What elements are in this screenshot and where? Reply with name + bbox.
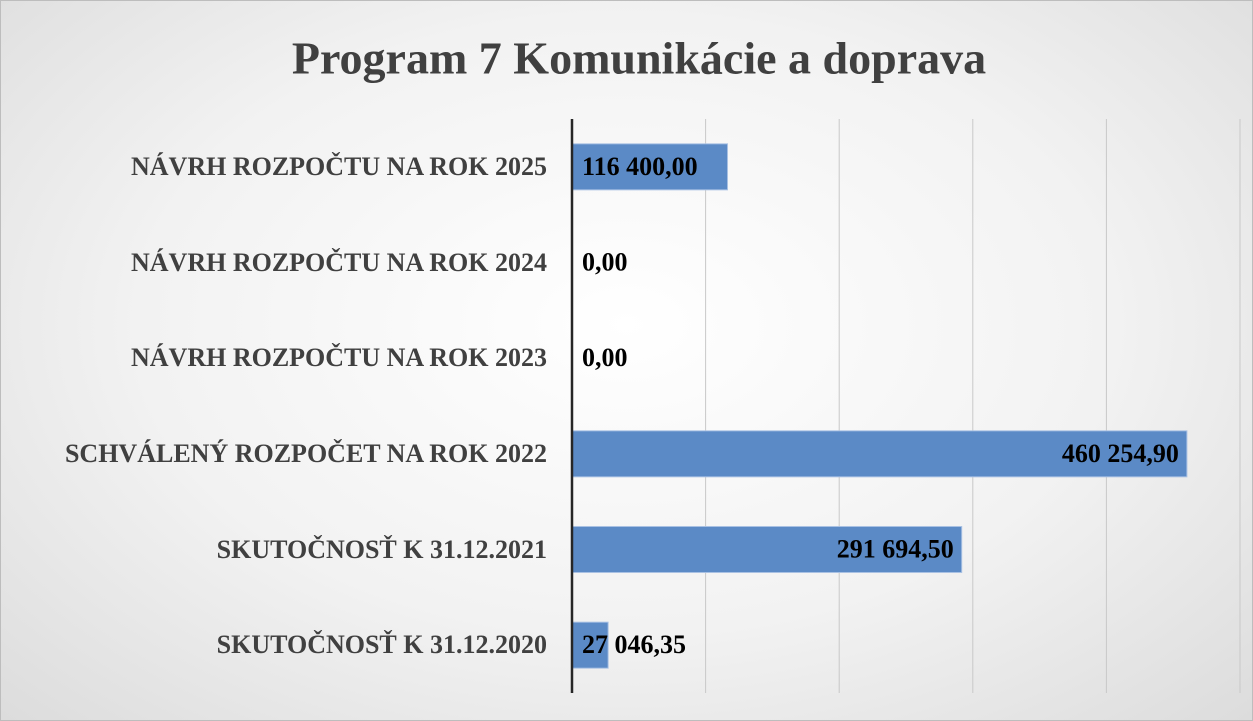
category-label: NÁVRH ROZPOČTU NA ROK 2025 — [17, 151, 547, 183]
category-label: SKUTOČNOSŤ K 31.12.2020 — [17, 629, 547, 661]
category-label: NÁVRH ROZPOČTU NA ROK 2023 — [17, 342, 547, 374]
data-label: 0,00 — [582, 343, 628, 372]
category-label: SCHVÁLENÝ ROZPOČET NA ROK 2022 — [17, 438, 547, 470]
data-label: 291 694,50 — [837, 534, 954, 563]
bar — [571, 430, 1188, 478]
category-text: SKUTOČNOSŤ K 31.12.2020 — [216, 630, 547, 660]
category-label: SKUTOČNOSŤ K 31.12.2021 — [17, 534, 547, 566]
chart-title: Program 7 Komunikácie a doprava — [292, 33, 986, 84]
category-text: NÁVRH ROZPOČTU NA ROK 2023 — [130, 343, 547, 373]
data-label: 116 400,00 — [582, 152, 698, 181]
category-text: SCHVÁLENÝ ROZPOČET NA ROK 2022 — [64, 438, 547, 468]
bar — [571, 143, 729, 191]
data-label: 27 046,35 — [582, 630, 686, 659]
data-label: 460 254,90 — [1062, 439, 1179, 468]
category-label: NÁVRH ROZPOČTU NA ROK 2024 — [17, 247, 547, 279]
category-text: NÁVRH ROZPOČTU NA ROK 2025 — [130, 151, 547, 181]
category-text: SKUTOČNOSŤ K 31.12.2021 — [216, 534, 547, 564]
bar — [571, 526, 963, 573]
category-text: NÁVRH ROZPOČTU NA ROK 2024 — [130, 247, 547, 277]
data-label: 0,00 — [582, 247, 628, 276]
